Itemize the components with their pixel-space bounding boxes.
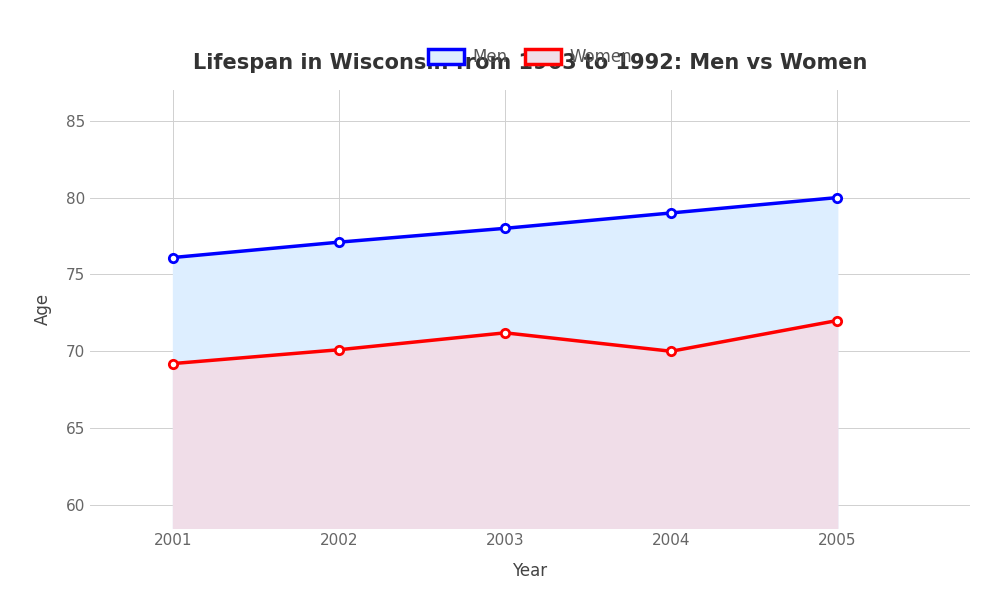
Y-axis label: Age: Age: [34, 293, 52, 325]
Title: Lifespan in Wisconsin from 1963 to 1992: Men vs Women: Lifespan in Wisconsin from 1963 to 1992:…: [193, 53, 867, 73]
Legend: Men, Women: Men, Women: [421, 41, 639, 73]
X-axis label: Year: Year: [512, 562, 548, 580]
